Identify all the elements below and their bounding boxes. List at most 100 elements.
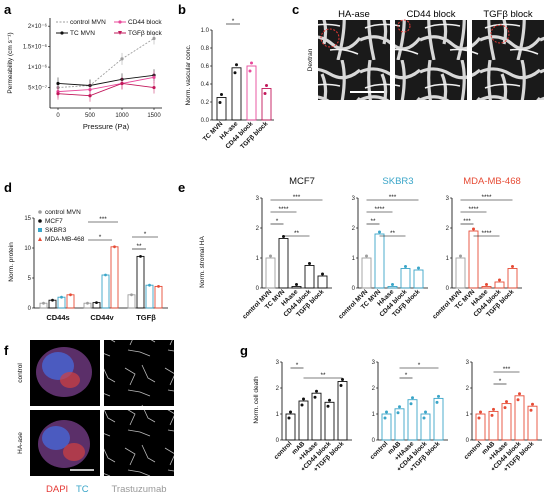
g-bar [298, 400, 309, 441]
image-tgfb-dextran [472, 20, 544, 100]
g-point [518, 392, 521, 396]
legend-tc: TC [76, 484, 89, 495]
e-ytick: 0 [352, 286, 356, 292]
group-cd44v: CD44v [90, 313, 114, 322]
panel-e-ylabel: Norm. stromal HA [199, 236, 206, 288]
g-point [300, 403, 304, 407]
g-bar [433, 397, 444, 441]
e-sig: * [276, 218, 279, 225]
e-point [321, 272, 324, 276]
legend-tgfb-block: TGFβ block [128, 30, 162, 37]
g-point [424, 410, 427, 414]
g-point [437, 394, 440, 398]
e-ytick: 3 [352, 196, 356, 202]
e-sig: **** [481, 230, 492, 237]
g-point [505, 400, 508, 404]
g-bar [420, 413, 431, 441]
d-point [69, 293, 72, 297]
b-point [220, 93, 223, 96]
g-point [516, 398, 520, 402]
g-point [341, 378, 344, 381]
panel-label-f: f [4, 343, 9, 358]
b-ytick: 0.2 [201, 100, 210, 106]
b-ytick: 0.4 [201, 82, 210, 88]
g-point [503, 406, 507, 410]
e-point [391, 283, 394, 286]
e-bar [317, 275, 328, 289]
g-point [315, 389, 318, 393]
e-sig: **** [481, 194, 492, 201]
d-point [113, 245, 116, 249]
d-bar [145, 284, 154, 309]
b-ytick: 0.0 [201, 118, 210, 124]
g-point [492, 407, 495, 411]
e-bar [481, 286, 492, 289]
d-point [157, 285, 160, 288]
g-sig: * [296, 362, 299, 369]
a-xtick: 1000 [115, 113, 129, 119]
title-mcf7: MCF7 [289, 176, 315, 187]
legend-cd44-block: CD44 block [128, 19, 162, 26]
image-title-tgfb: TGFβ block [483, 9, 533, 20]
panel-label-e: e [178, 180, 185, 195]
sig-d-1: *** [99, 216, 107, 223]
e-point [404, 265, 407, 268]
d-point [139, 255, 142, 258]
e-bar [265, 257, 276, 289]
d-ytick: 10 [24, 246, 31, 252]
g-point [383, 416, 387, 420]
e-sig: *** [293, 194, 301, 201]
group-tgfb: TGFβ [136, 313, 156, 322]
d-bar [57, 296, 66, 309]
e-point [485, 283, 488, 286]
g-point [326, 404, 330, 408]
b-point [235, 63, 238, 67]
group-cd44s: CD44s [46, 313, 69, 322]
b-point [250, 61, 253, 65]
b-point [263, 92, 267, 95]
e-ytick: 2 [446, 226, 450, 232]
g-point [477, 416, 481, 420]
e-bar [468, 230, 479, 289]
g-ytick: 3 [372, 360, 376, 366]
e-sig: ** [294, 230, 300, 237]
panel-b-ylabel: Norm. vascular conc. [185, 44, 192, 105]
g-ytick: 3 [276, 360, 280, 366]
panel-label-d: d [4, 180, 12, 195]
a-series-line [57, 38, 155, 88]
g-sig: * [499, 378, 502, 385]
g-bar [381, 413, 392, 441]
sig-d-4: ** [136, 243, 142, 250]
g-bar [285, 413, 296, 441]
d-point [95, 301, 98, 304]
d-ytick: 15 [24, 216, 31, 222]
g-ytick: 2 [276, 386, 280, 392]
g-point [398, 405, 401, 409]
e-ytick: 1 [256, 256, 260, 262]
panel-e-charts: Norm. stromal HA MCF7 SKBR3 MDA-MB-468 0… [199, 176, 522, 320]
e-sig: ** [390, 230, 396, 237]
panel-g-ylabel: Norm. cell death [253, 376, 260, 424]
g-point [339, 384, 343, 387]
panel-label-c: c [292, 2, 299, 17]
g-ytick: 0 [276, 438, 280, 444]
g-sig: ** [320, 372, 326, 379]
g-point [529, 408, 533, 412]
a-xtick: 500 [85, 113, 96, 119]
panel-b-sig: * [232, 18, 235, 25]
a-ytick: 5×10⁻⁷ [28, 85, 47, 92]
e-ytick: 2 [256, 226, 260, 232]
g-bar [337, 381, 348, 441]
e-sig: **** [374, 206, 385, 213]
image-title-haase: HA-ase [338, 9, 370, 20]
g-sig: * [418, 362, 421, 369]
g-point [479, 410, 482, 414]
title-skbr3: SKBR3 [382, 176, 413, 187]
d-point [104, 273, 107, 277]
g-ytick: 0 [466, 438, 470, 444]
panel-d-chart: 0 5 10 15 CD44s CD44v TGFβ Norm. protein co… [8, 209, 168, 322]
panel-a-xlabel: Pressure (Pa) [83, 122, 130, 131]
a-ytick: 1×10⁻⁶ [28, 64, 48, 71]
g-ytick: 1 [466, 412, 470, 418]
